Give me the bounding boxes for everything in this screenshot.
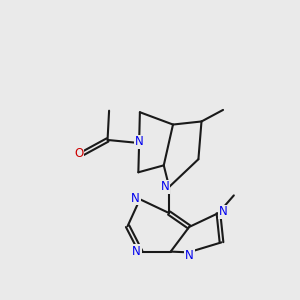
- Text: N: N: [185, 249, 194, 262]
- Text: N: N: [131, 192, 140, 205]
- Text: N: N: [160, 180, 169, 194]
- Text: N: N: [132, 245, 141, 258]
- Text: N: N: [219, 206, 227, 218]
- Text: O: O: [74, 147, 83, 160]
- Text: N: N: [135, 135, 143, 148]
